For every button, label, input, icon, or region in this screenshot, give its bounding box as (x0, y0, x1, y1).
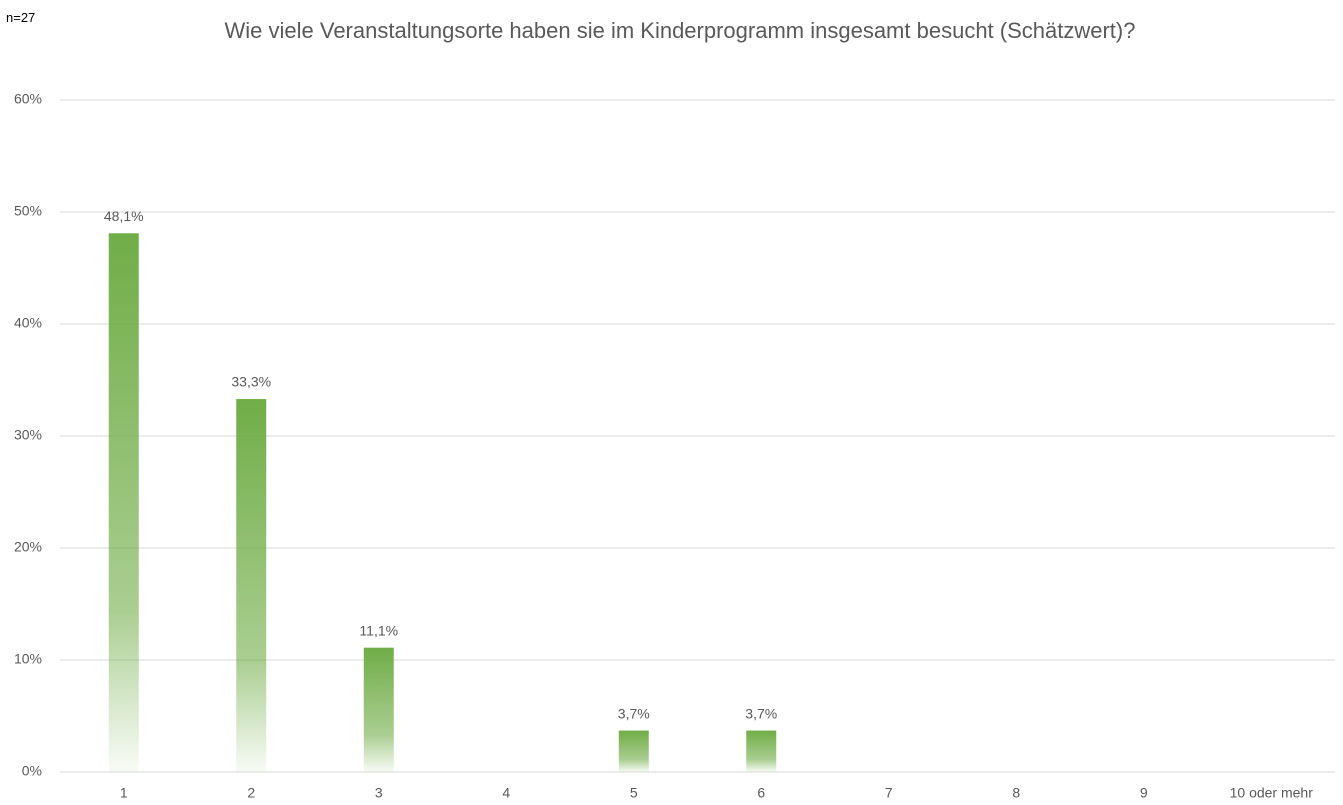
y-tick-label: 30% (14, 427, 42, 443)
x-tick-label: 1 (120, 785, 128, 801)
value-label: 48,1% (104, 208, 144, 224)
y-tick-label: 40% (14, 315, 42, 331)
bar (618, 730, 649, 772)
bar (746, 730, 777, 772)
value-label: 33,3% (231, 374, 271, 390)
y-tick-label: 60% (14, 91, 42, 107)
x-tick-label: 10 oder mehr (1230, 785, 1314, 801)
x-tick-label: 7 (885, 785, 893, 801)
value-label: 3,7% (618, 705, 650, 721)
x-tick-label: 4 (502, 785, 510, 801)
y-tick-label: 0% (22, 763, 42, 779)
y-tick-label: 10% (14, 651, 42, 667)
chart-title: Wie viele Veranstaltungsorte haben sie i… (224, 18, 1136, 43)
x-tick-label: 2 (247, 785, 255, 801)
x-tick-label: 6 (757, 785, 765, 801)
y-tick-label: 50% (14, 203, 42, 219)
x-tick-label: 5 (630, 785, 638, 801)
bar (236, 399, 267, 772)
sample-size: n=27 (6, 10, 36, 25)
x-tick-label: 9 (1140, 785, 1148, 801)
x-tick-label: 3 (375, 785, 383, 801)
y-tick-label: 20% (14, 539, 42, 555)
bar (108, 233, 139, 772)
value-label: 3,7% (745, 705, 777, 721)
x-tick-label: 8 (1012, 785, 1020, 801)
value-label: 11,1% (359, 622, 398, 638)
bar (363, 647, 394, 772)
